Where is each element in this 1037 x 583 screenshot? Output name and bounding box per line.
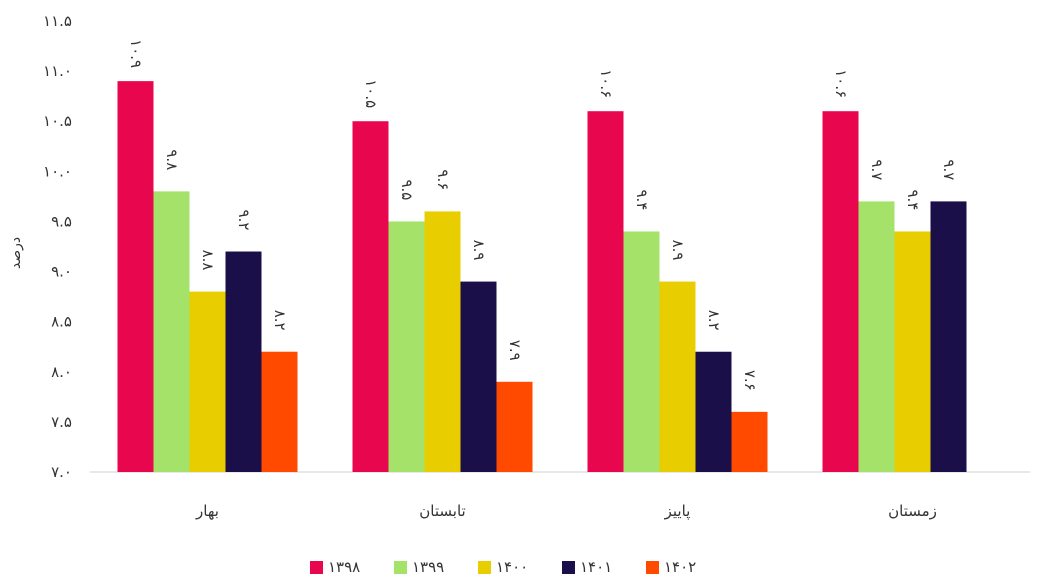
data-label: ۹.۸ <box>163 149 181 170</box>
y-tick-label: ۹.۰ <box>51 263 72 281</box>
category-label: تابستان <box>419 502 465 520</box>
legend-swatch <box>562 561 575 574</box>
data-label: ۹.۷ <box>868 159 886 180</box>
legend-label: ۱۴۰۲ <box>664 558 696 576</box>
y-tick-label: ۱۰.۰ <box>43 162 72 180</box>
data-label: ۸.۹ <box>669 240 687 261</box>
legend-label: ۱۳۹۹ <box>412 558 444 576</box>
data-label: ۱۰.۶ <box>597 69 615 98</box>
data-label: ۷.۶ <box>741 370 759 391</box>
y-axis-label: درصد <box>8 237 24 269</box>
legend-swatch <box>478 561 491 574</box>
data-label: ۸.۸ <box>199 250 217 271</box>
y-tick-label: ۱۱.۵ <box>43 12 72 30</box>
bar <box>460 281 497 472</box>
y-axis-ticks: ۷.۰ ۷.۵ ۸.۰ ۸.۵ ۹.۰ ۹.۵ ۱۰.۰ ۱۰.۵ ۱۱.۰ ۱۱.۵ <box>43 12 72 481</box>
bar <box>261 351 298 472</box>
bars <box>117 81 967 472</box>
bar <box>623 231 660 472</box>
bar <box>822 111 859 472</box>
bar <box>424 211 461 472</box>
data-label: ۹.۷ <box>940 159 958 180</box>
bar <box>117 81 154 472</box>
bar <box>858 201 895 472</box>
data-label: ۹.۶ <box>434 169 452 190</box>
category-label: بهار <box>195 502 219 520</box>
y-tick-label: ۷.۵ <box>51 413 72 431</box>
data-labels: ۱۰.۹ ۹.۸ ۸.۸ ۹.۲ ۸.۲ ۱۰.۵ ۹.۵ ۹.۶ ۸.۹ ۷.۹ ۱۰.۶ ۹.۴ ۸… <box>127 39 958 391</box>
data-label: ۱۰.۶ <box>832 69 850 98</box>
data-label: ۹.۴ <box>633 189 651 210</box>
legend-label: ۱۴۰۱ <box>580 558 612 576</box>
data-label: ۹.۴ <box>904 189 922 210</box>
data-label: ۸.۹ <box>470 240 488 261</box>
y-tick-label: ۱۱.۰ <box>43 62 72 80</box>
legend-swatch <box>646 561 659 574</box>
bar <box>153 191 190 472</box>
legend-swatch <box>310 561 323 574</box>
y-tick-label: ۷.۰ <box>51 463 72 481</box>
legend: ۱۳۹۸ ۱۳۹۹ ۱۴۰۰ ۱۴۰۱ ۱۴۰۲ <box>310 558 696 576</box>
data-label: ۹.۵ <box>398 179 416 200</box>
bar <box>731 411 768 472</box>
y-tick-label: ۹.۵ <box>51 212 72 230</box>
bar <box>587 111 624 472</box>
category-labels: بهار تابستان پاییز زمستان <box>195 502 937 521</box>
bar <box>894 231 931 472</box>
y-tick-label: ۸.۵ <box>51 313 72 331</box>
data-label: ۸.۲ <box>705 310 723 331</box>
bar <box>352 121 389 472</box>
data-label: ۷.۹ <box>506 340 524 361</box>
legend-swatch <box>394 561 407 574</box>
data-label: ۱۰.۵ <box>362 79 380 108</box>
bar <box>189 291 226 472</box>
data-label: ۸.۲ <box>271 310 289 331</box>
bar <box>496 381 533 472</box>
bar <box>659 281 696 472</box>
category-label: زمستان <box>888 502 937 520</box>
bar <box>695 351 732 472</box>
category-label: پاییز <box>664 502 691 521</box>
bar <box>388 221 425 472</box>
bar <box>930 201 967 472</box>
data-label: ۱۰.۹ <box>127 39 145 68</box>
y-tick-label: ۱۰.۵ <box>43 112 72 130</box>
data-label: ۹.۲ <box>235 210 253 231</box>
y-tick-label: ۸.۰ <box>51 363 72 381</box>
bar <box>225 251 262 472</box>
legend-label: ۱۳۹۸ <box>328 558 360 576</box>
legend-label: ۱۴۰۰ <box>496 558 528 576</box>
